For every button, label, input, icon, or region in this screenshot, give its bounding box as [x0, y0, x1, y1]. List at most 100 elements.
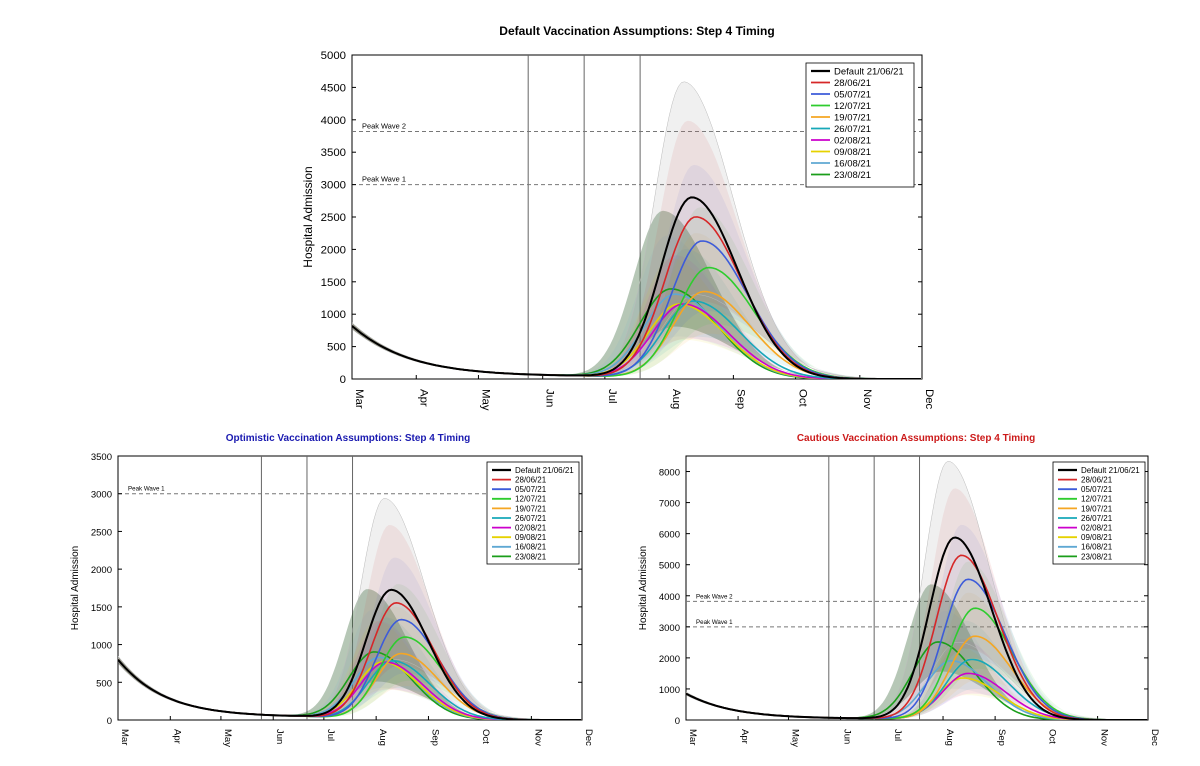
y-tick-label: 0 [675, 716, 680, 727]
legend-label: 16/08/21 [834, 158, 871, 169]
legend-label: 23/08/21 [834, 170, 871, 181]
x-tick-label: Dec [1149, 729, 1160, 746]
x-tick-label: Aug [944, 729, 955, 746]
y-tick-label: 2000 [321, 244, 346, 256]
legend-label: Default 21/06/21 [834, 66, 904, 77]
x-tick-label: Dec [583, 729, 594, 746]
legend-label: 28/06/21 [834, 78, 871, 89]
band-09/08/21 [352, 258, 922, 379]
y-tick-label: 6000 [659, 530, 680, 541]
legend-label: 28/06/21 [515, 475, 547, 484]
y-tick-label: 7000 [659, 499, 680, 510]
legend-label: 16/08/21 [515, 543, 547, 552]
reference-line-label: Peak Wave 2 [696, 593, 733, 600]
legend-label: 19/07/21 [834, 112, 871, 123]
y-tick-label: 1000 [659, 685, 680, 696]
y-tick-label: 2500 [91, 527, 112, 538]
y-tick-label: 2000 [659, 654, 680, 665]
legend-label: 05/07/21 [515, 485, 547, 494]
legend-label: 28/06/21 [1081, 475, 1113, 484]
band-23/08/21 [118, 589, 582, 720]
legend-label: 05/07/21 [1081, 485, 1113, 494]
x-tick-label: May [789, 729, 800, 747]
y-tick-label: 1000 [321, 309, 346, 321]
x-tick-label: Oct [480, 729, 491, 744]
band-16/08/21 [352, 235, 922, 379]
plot-frame [685, 455, 1149, 721]
x-tick-label: Oct [797, 389, 809, 408]
legend-label: 09/08/21 [515, 533, 547, 542]
legend-label: 12/07/21 [834, 101, 871, 112]
legend-label: 12/07/21 [515, 495, 547, 504]
x-tick-label: Apr [171, 729, 182, 744]
legend: Default 21/06/2128/06/2105/07/2112/07/21… [1052, 461, 1146, 565]
band-23/08/21 [686, 584, 1148, 720]
chart-cautious: Cautious Vaccination Assumptions: Step 4… [638, 433, 1160, 747]
legend-label: 19/07/21 [515, 504, 547, 513]
plot-frame [117, 455, 583, 721]
x-tick-label: Aug [670, 389, 682, 409]
legend-label: 12/07/21 [1081, 495, 1113, 504]
legend-label: 09/08/21 [1081, 533, 1113, 542]
x-tick-label: Apr [417, 389, 429, 407]
y-axis-title: Hospital Admission [638, 546, 649, 630]
x-tick-label: Sep [734, 389, 746, 409]
chart-title: Default Vaccination Assumptions: Step 4 … [499, 24, 774, 38]
legend-label: 16/08/21 [1081, 543, 1113, 552]
x-tick-label: Jun [274, 729, 285, 744]
band-09/08/21 [686, 645, 1148, 720]
legend-label: Default 21/06/21 [515, 466, 574, 475]
legend-label: 19/07/21 [1081, 504, 1113, 513]
x-tick-label: Aug [377, 729, 388, 746]
series-line-Default 21/06/21 [686, 536, 1148, 720]
y-tick-label: 1500 [91, 603, 112, 614]
x-tick-label: Mar [119, 729, 130, 745]
x-tick-label: Nov [532, 729, 543, 746]
x-tick-label: Nov [1099, 729, 1110, 746]
band-16/08/21 [118, 609, 582, 720]
x-tick-label: Jul [606, 389, 618, 404]
series-line-Default 21/06/21 [118, 588, 582, 720]
y-tick-label: 0 [107, 716, 112, 727]
y-axis-title: Hospital Admission [301, 166, 315, 267]
x-tick-label: Oct [1047, 729, 1058, 744]
legend-label: Default 21/06/21 [1081, 466, 1140, 475]
series-lines [352, 196, 921, 379]
y-tick-label: 2000 [91, 565, 112, 576]
chart-title: Cautious Vaccination Assumptions: Step 4… [797, 433, 1035, 444]
y-tick-label: 4000 [321, 115, 346, 127]
x-tick-label: May [479, 389, 491, 411]
y-tick-label: 3500 [321, 147, 346, 159]
legend-label: 23/08/21 [515, 552, 547, 561]
y-tick-label: 1000 [91, 641, 112, 652]
chart-optimistic: Optimistic Vaccination Assumptions: Step… [70, 433, 594, 747]
x-tick-label: Mar [687, 729, 698, 745]
legend-label: 09/08/21 [834, 147, 871, 158]
legend-label: 26/07/21 [834, 124, 871, 135]
x-tick-label: Jun [842, 729, 853, 744]
series-lines [118, 588, 582, 720]
x-tick-label: May [222, 729, 233, 747]
legend-label: 02/08/21 [515, 523, 547, 532]
x-tick-label: Jul [325, 729, 336, 741]
y-tick-label: 3000 [91, 490, 112, 501]
y-axis-title: Hospital Admission [70, 546, 81, 630]
legend-label: 05/07/21 [834, 89, 871, 100]
chart-default: Default Vaccination Assumptions: Step 4 … [301, 24, 935, 411]
legend-label: 26/07/21 [515, 514, 547, 523]
legend-label: 02/08/21 [1081, 523, 1113, 532]
band-02/08/21 [118, 621, 582, 720]
chart-title: Optimistic Vaccination Assumptions: Step… [226, 433, 471, 444]
y-tick-label: 0 [340, 374, 346, 386]
band-12/07/21 [686, 561, 1148, 720]
x-tick-label: Sep [996, 729, 1007, 746]
y-tick-label: 2500 [321, 212, 346, 224]
legend: Default 21/06/2128/06/2105/07/2112/07/21… [805, 62, 915, 188]
band-28/06/21 [686, 488, 1148, 720]
legend-label: 23/08/21 [1081, 552, 1113, 561]
x-tick-label: Jun [544, 389, 556, 407]
legend-label: 02/08/21 [834, 135, 871, 146]
y-tick-label: 500 [96, 678, 112, 689]
band-09/08/21 [118, 621, 582, 720]
